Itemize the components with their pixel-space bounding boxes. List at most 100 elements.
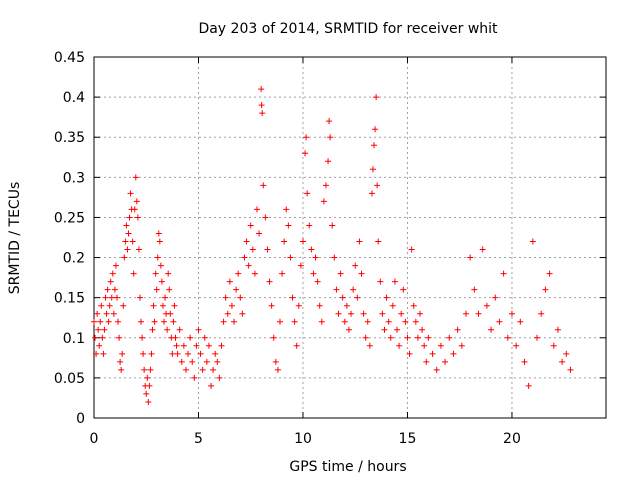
data-point <box>329 222 336 229</box>
data-point <box>178 358 185 365</box>
data-point <box>169 350 176 357</box>
data-point <box>185 350 192 357</box>
data-point <box>396 342 403 349</box>
data-point <box>115 318 122 325</box>
data-point <box>362 334 369 341</box>
data-point <box>314 278 321 285</box>
data-point <box>101 326 108 333</box>
data-point <box>108 294 115 301</box>
data-point <box>166 286 173 293</box>
data-point <box>283 206 290 213</box>
axis-ticks <box>93 56 606 419</box>
data-point <box>383 294 390 301</box>
data-point <box>513 342 520 349</box>
data-point <box>182 366 189 373</box>
data-point <box>374 182 381 189</box>
data-point <box>156 238 163 245</box>
data-point <box>387 334 394 341</box>
data-point <box>358 270 365 277</box>
data-point <box>373 94 380 101</box>
data-point <box>352 262 359 269</box>
data-point <box>454 326 461 333</box>
data-point <box>157 262 164 269</box>
y-tick-label: 0.35 <box>54 130 85 146</box>
data-point <box>563 350 570 357</box>
data-point <box>111 286 118 293</box>
x-tick-label: 10 <box>294 431 312 447</box>
data-point <box>193 342 200 349</box>
data-point <box>270 334 277 341</box>
data-point <box>139 334 146 341</box>
data-point <box>517 318 524 325</box>
data-point <box>272 358 279 365</box>
x-tick-label: 15 <box>399 431 417 447</box>
data-point <box>150 302 157 309</box>
data-point <box>141 366 148 373</box>
data-point <box>525 382 532 389</box>
data-point <box>140 350 147 357</box>
data-point <box>542 286 549 293</box>
data-point <box>208 382 215 389</box>
data-point <box>302 150 309 157</box>
data-point <box>123 222 130 229</box>
data-point <box>400 286 407 293</box>
data-point <box>268 302 275 309</box>
data-point <box>103 310 110 317</box>
data-point <box>264 246 271 253</box>
data-point <box>228 302 235 309</box>
data-point <box>127 190 134 197</box>
data-point <box>356 238 363 245</box>
data-point <box>112 262 119 269</box>
data-point <box>341 318 348 325</box>
data-point <box>289 294 296 301</box>
data-point <box>546 270 553 277</box>
data-point <box>132 174 139 181</box>
y-tick-label: 0.4 <box>63 90 85 106</box>
data-point <box>379 310 386 317</box>
data-point <box>521 358 528 365</box>
y-tick-label: 0.25 <box>54 210 85 226</box>
data-point <box>467 254 474 261</box>
data-point <box>241 254 248 261</box>
data-point <box>138 318 145 325</box>
data-point <box>350 286 357 293</box>
data-point <box>496 318 503 325</box>
data-point <box>304 190 311 197</box>
data-point <box>214 358 221 365</box>
data-point <box>120 302 127 309</box>
data-point <box>266 278 273 285</box>
data-point <box>100 350 107 357</box>
data-point <box>247 222 254 229</box>
data-point <box>104 286 111 293</box>
data-point <box>322 182 329 189</box>
data-point <box>437 342 444 349</box>
data-point <box>402 318 409 325</box>
data-point <box>327 134 334 141</box>
data-point <box>159 302 166 309</box>
data-point <box>259 110 266 117</box>
data-point <box>326 118 333 125</box>
y-tick-label: 0.3 <box>63 170 85 186</box>
data-point <box>414 334 421 341</box>
data-point <box>345 326 352 333</box>
data-point <box>165 270 172 277</box>
data-point <box>391 278 398 285</box>
data-point <box>161 318 168 325</box>
data-point <box>316 302 323 309</box>
data-point <box>295 302 302 309</box>
data-point <box>243 238 250 245</box>
data-point <box>203 358 210 365</box>
data-point <box>348 310 355 317</box>
data-point <box>135 246 142 253</box>
data-point <box>567 366 574 373</box>
data-point <box>276 318 283 325</box>
y-tick-label: 0 <box>76 411 85 427</box>
data-point <box>205 342 212 349</box>
data-point <box>306 222 313 229</box>
data-point <box>136 294 143 301</box>
data-point <box>145 398 152 405</box>
data-point <box>308 246 315 253</box>
data-point <box>538 310 545 317</box>
data-point <box>210 366 217 373</box>
